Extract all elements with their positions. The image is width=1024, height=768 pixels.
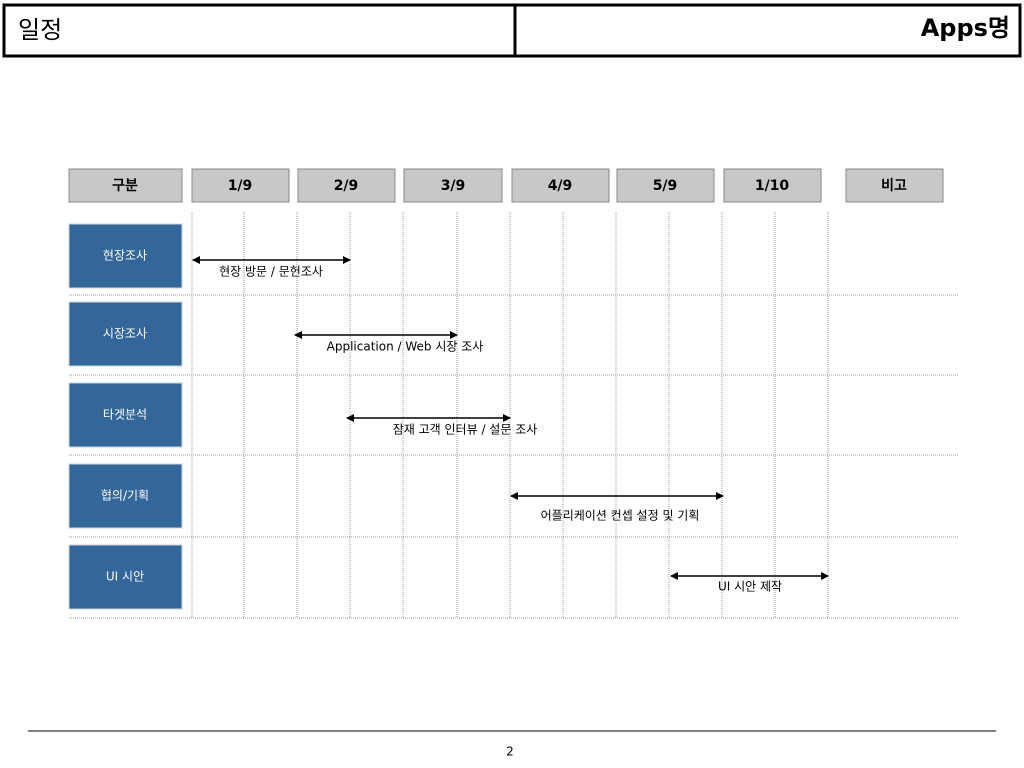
task-label: Application / Web 시장 조사 <box>327 340 484 354</box>
column-headers: 구분 1/9 2/9 3/9 4/9 5/9 1/10 비고 <box>68 168 944 203</box>
column-header: 1/9 <box>228 178 253 194</box>
row-label: 현장조사 <box>103 249 147 263</box>
grid <box>69 212 958 619</box>
row-label: 시장조사 <box>103 327 147 341</box>
column-header-box <box>297 168 396 203</box>
column-header-box <box>511 168 610 203</box>
row-labels: 현장조사 시장조사 타겟분석 협의/기획 UI 시안 <box>68 223 183 610</box>
page-number: 2 <box>506 745 514 759</box>
column-header: 3/9 <box>441 178 466 194</box>
task-label: 어플리케이션 컨셉 설정 및 기획 <box>541 509 700 523</box>
task-label: 잠재 고객 인터뷰 / 설문 조사 <box>393 423 538 437</box>
row-label: 협의/기획 <box>101 489 149 503</box>
app-name: Apps명 <box>921 14 1010 42</box>
column-header: 비고 <box>881 178 907 194</box>
column-header-box <box>723 168 822 203</box>
column-header-box <box>403 168 503 203</box>
row-box <box>68 463 183 529</box>
page-title: 일정 <box>18 16 62 44</box>
column-header-box <box>68 168 183 203</box>
row-box <box>68 382 183 448</box>
column-header-box <box>616 168 715 203</box>
task-label: 현장 방문 / 문헌조사 <box>219 265 323 279</box>
row-box <box>68 544 183 610</box>
header-right-box <box>513 3 1022 58</box>
tasks: 현장 방문 / 문헌조사 Application / Web 시장 조사 잠재 … <box>192 256 829 594</box>
row-label: 타겟분석 <box>103 408 147 422</box>
column-header: 구분 <box>112 178 138 194</box>
row-label: UI 시안 <box>106 570 144 584</box>
task-label: UI 시안 제작 <box>718 580 782 594</box>
header-left-box <box>2 3 517 58</box>
column-header: 4/9 <box>548 178 573 194</box>
column-header: 1/10 <box>755 178 790 194</box>
row-box <box>68 301 183 367</box>
row-box <box>68 223 183 289</box>
column-header-box <box>845 168 944 203</box>
column-header: 2/9 <box>334 178 359 194</box>
column-header-box <box>191 168 290 203</box>
column-header: 5/9 <box>653 178 678 194</box>
